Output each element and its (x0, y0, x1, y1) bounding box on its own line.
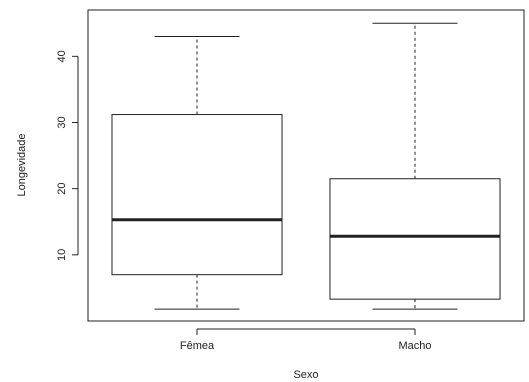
x-tick-label: Fêmea (180, 340, 215, 352)
box-fêmea (111, 35, 283, 310)
y-tick-label: 30 (56, 116, 68, 128)
y-axis: 10 20 30 40 (56, 50, 79, 261)
plot-frame (87, 9, 525, 322)
x-axis: Fêmea Macho (180, 328, 432, 352)
y-tick-label: 40 (56, 50, 68, 62)
y-axis-title: Longevidade (16, 133, 28, 196)
box-series (111, 22, 501, 310)
y-tick-label: 10 (56, 249, 68, 261)
x-tick-label: Macho (398, 340, 431, 352)
iqr-box (111, 114, 283, 276)
x-axis-title: Sexo (293, 369, 318, 381)
box-macho (329, 22, 501, 310)
y-tick-label: 20 (56, 183, 68, 195)
iqr-box (329, 178, 501, 300)
